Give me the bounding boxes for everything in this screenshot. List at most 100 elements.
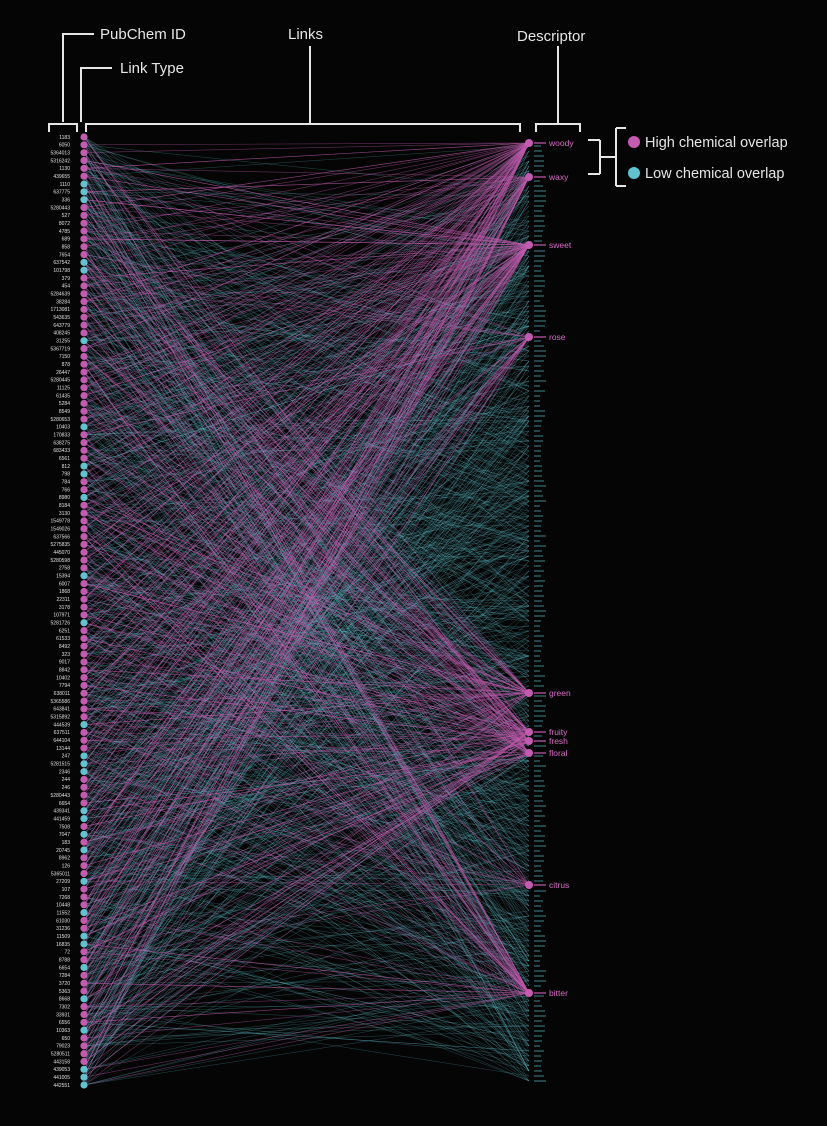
low-overlap-link	[83, 310, 530, 1015]
high-overlap-link	[83, 740, 530, 843]
high-overlap-link	[83, 244, 530, 373]
high-overlap-link	[83, 598, 530, 694]
high-overlap-link	[83, 575, 530, 994]
high-overlap-link	[83, 336, 530, 921]
low-overlap-link	[83, 290, 530, 905]
high-overlap-link	[83, 536, 530, 754]
high-overlap-link	[83, 142, 530, 1070]
pubchem-id-label: 443158	[53, 1059, 70, 1065]
high-overlap-link	[83, 142, 530, 247]
high-overlap-node	[80, 1050, 88, 1058]
pubchem-id-label: 33931	[56, 1012, 70, 1018]
high-overlap-link	[83, 199, 530, 694]
low-overlap-link	[83, 755, 530, 982]
high-overlap-link	[83, 395, 530, 694]
high-overlap-link	[83, 176, 530, 702]
pubchem-id-label: 5365011	[51, 871, 70, 877]
low-overlap-link	[83, 265, 530, 702]
low-overlap-link	[83, 215, 530, 777]
low-overlap-link	[83, 411, 530, 587]
low-overlap-link	[83, 315, 530, 1086]
pubchem-id-label: 543635	[53, 315, 70, 321]
descriptor-label-bitter: bitter	[549, 988, 568, 998]
low-overlap-link	[83, 500, 530, 811]
high-overlap-link	[83, 505, 530, 994]
high-overlap-link	[83, 465, 530, 994]
high-overlap-link	[83, 142, 530, 1078]
low-overlap-link	[83, 434, 530, 897]
low-overlap-link	[83, 246, 530, 532]
descriptor-node	[525, 689, 533, 697]
low-overlap-link	[83, 490, 530, 514]
low-overlap-link	[83, 350, 530, 710]
low-overlap-link	[83, 255, 530, 655]
high-overlap-link	[83, 230, 530, 246]
high-overlap-node	[80, 1010, 88, 1019]
high-overlap-link	[83, 142, 530, 702]
pubchem-id-label: 10403	[56, 425, 70, 431]
low-overlap-link	[83, 535, 530, 804]
low-overlap-link	[83, 390, 530, 623]
high-overlap-link	[83, 176, 530, 866]
low-overlap-link	[83, 965, 530, 1070]
low-overlap-link	[83, 765, 530, 1054]
high-overlap-link	[83, 731, 530, 780]
low-overlap-link	[83, 605, 530, 702]
low-overlap-link	[83, 785, 530, 976]
low-overlap-link	[83, 235, 530, 576]
high-overlap-link	[83, 142, 530, 663]
pubchem-id-label: 8668	[59, 997, 70, 1003]
high-overlap-node	[80, 376, 88, 384]
pubchem-id-label: 15394	[56, 574, 70, 580]
high-overlap-link	[83, 244, 530, 858]
low-overlap-link	[83, 480, 530, 890]
high-overlap-link	[83, 336, 530, 1086]
pubchem-id-label: 6007	[59, 581, 70, 587]
low-overlap-link	[83, 1006, 530, 1027]
high-overlap-link	[83, 740, 530, 898]
low-overlap-link	[83, 705, 530, 992]
low-overlap-link	[83, 450, 530, 452]
pubchem-id-label: 38284	[56, 299, 70, 305]
high-overlap-link	[83, 731, 530, 882]
low-overlap-link	[83, 1025, 530, 1039]
pubchem-id-label: 454	[62, 284, 71, 290]
pubchem-id-label: 858	[62, 244, 71, 250]
low-overlap-link	[83, 144, 530, 532]
high-overlap-link	[83, 779, 530, 994]
low-overlap-link	[83, 834, 530, 1022]
high-overlap-link	[83, 992, 530, 1086]
low-overlap-link	[83, 222, 530, 357]
high-overlap-link	[83, 755, 530, 994]
high-overlap-link	[83, 142, 530, 404]
low-overlap-link	[83, 403, 530, 1072]
pubchem-id-label: 107971	[53, 613, 70, 619]
high-overlap-link	[83, 740, 530, 953]
high-overlap-link	[83, 176, 530, 764]
link-type-header: Link Type	[120, 60, 184, 77]
pubchem-id-label: 31236	[56, 926, 70, 932]
low-overlap-link	[83, 295, 530, 569]
high-overlap-link	[83, 992, 530, 1023]
low-overlap-link	[83, 215, 530, 472]
descriptor-label-waxy: waxy	[548, 172, 569, 182]
low-overlap-link	[83, 500, 530, 639]
high-overlap-link	[83, 142, 530, 396]
low-overlap-link	[83, 794, 530, 997]
low-overlap-link	[83, 505, 530, 972]
pubchem-id-label: 8980	[59, 495, 70, 501]
low-overlap-link	[83, 995, 530, 1047]
low-overlap-link	[83, 390, 530, 600]
descriptor-label-rose: rose	[549, 332, 566, 342]
pubchem-id-label: 5284	[59, 401, 70, 407]
high-overlap-link	[83, 340, 530, 742]
high-overlap-link	[83, 142, 530, 514]
low-overlap-node	[80, 180, 88, 188]
high-overlap-node	[80, 979, 88, 987]
low-overlap-link	[83, 293, 530, 1082]
high-overlap-link	[83, 222, 530, 694]
high-overlap-link	[83, 244, 530, 381]
pubchem-id-label: 16835	[56, 942, 70, 948]
pubchem-id-label: 5281515	[51, 762, 71, 768]
high-overlap-link	[83, 142, 530, 905]
